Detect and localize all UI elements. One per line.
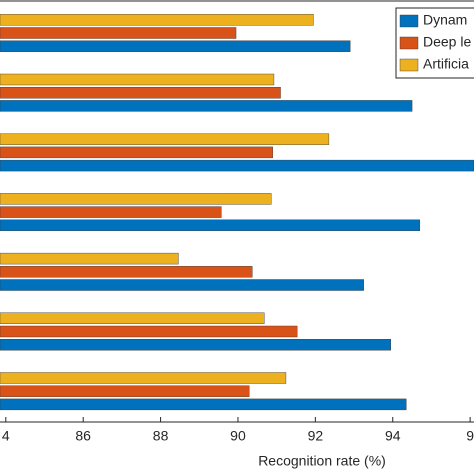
x-tick-label: 88 [153, 428, 169, 444]
x-tick-label: 9 [466, 428, 474, 444]
bar [0, 325, 298, 338]
bar [0, 252, 179, 265]
bar [0, 312, 265, 324]
bar [0, 146, 273, 159]
x-tick-label: 92 [308, 428, 324, 444]
legend-swatch [399, 14, 419, 28]
bar [0, 398, 407, 411]
x-tick-label: 4 [2, 428, 10, 444]
bar [0, 193, 272, 205]
bar [0, 27, 237, 39]
bar [0, 385, 250, 397]
x-tick-label: 94 [385, 428, 401, 444]
x-axis-label: Recognition rate (%) [258, 453, 386, 469]
bar [0, 279, 364, 291]
legend-label: Deep le [423, 34, 471, 50]
legend-swatch [399, 58, 419, 72]
bar [0, 206, 222, 218]
bar [0, 266, 253, 278]
bar [0, 86, 281, 99]
bar [0, 219, 421, 232]
bar [0, 14, 314, 26]
bar [0, 100, 413, 112]
bar [0, 40, 351, 52]
bar [0, 372, 287, 384]
bar [0, 159, 474, 172]
legend-label: Dynam [423, 12, 467, 28]
bar [0, 133, 330, 145]
legend-swatch [399, 36, 419, 50]
bar [0, 339, 392, 351]
legend-label: Artificia [423, 56, 469, 72]
x-tick-label: 90 [230, 428, 246, 444]
x-tick-label: 86 [75, 428, 91, 444]
bar [0, 73, 275, 86]
